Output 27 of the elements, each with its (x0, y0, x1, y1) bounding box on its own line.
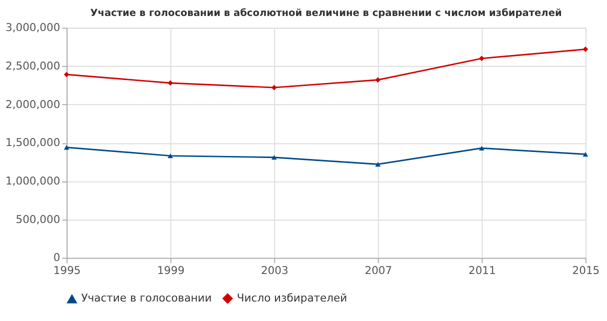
point (168, 154, 174, 158)
x-tick-label: 2003 (260, 264, 288, 277)
point (582, 46, 588, 52)
x-tick-label: 2015 (572, 264, 600, 277)
legend-label: Участие в голосовании (81, 292, 212, 305)
chart-title: Участие в голосовании в абсолютной величине в сравнении с числом избирателей (90, 8, 562, 19)
point (271, 84, 277, 90)
y-tick-label: 1,000,000 (5, 174, 60, 188)
x-tick-label: 2011 (468, 264, 496, 277)
y-tick-label: 2,000,000 (5, 98, 60, 111)
point (375, 77, 381, 83)
point (479, 146, 484, 150)
point (375, 162, 381, 167)
y-tick-label: 1,500,000 (5, 136, 60, 150)
x-tick-label: 1995 (53, 264, 81, 277)
point (271, 155, 277, 160)
point (582, 152, 588, 157)
x-tick-label: 2007 (364, 264, 392, 277)
point (479, 56, 484, 62)
point (64, 145, 70, 150)
y-tick-label: 2,500,000 (5, 60, 60, 73)
x-tick-label: 1999 (157, 264, 185, 277)
point (64, 72, 70, 78)
legend-label: Число избирателей (236, 291, 348, 304)
y-tick-label: 3,000,000 (5, 21, 60, 34)
y-tick-label: 0 (53, 251, 60, 264)
y-tick-label: 500,000 (16, 212, 60, 226)
